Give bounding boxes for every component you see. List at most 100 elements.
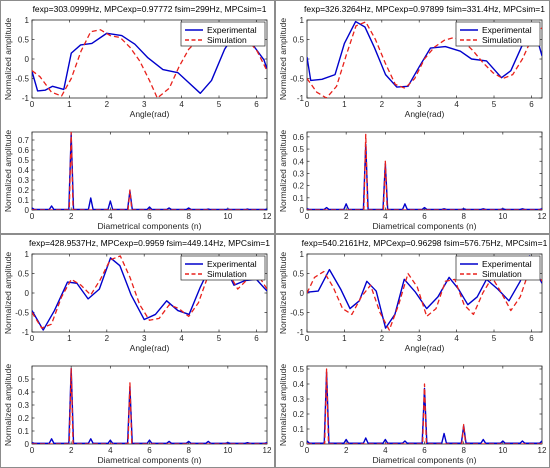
x-tick-label: 4 — [179, 100, 184, 109]
simulation-line — [307, 368, 542, 444]
x-tick-label: 4 — [383, 446, 388, 455]
x-tick-label: 12 — [538, 212, 547, 221]
y-tick-label: 1 — [300, 16, 305, 25]
y-tick-label: 0 — [25, 289, 30, 298]
x-tick-label: 8 — [461, 446, 466, 455]
y-tick-label: 0.4 — [18, 388, 30, 397]
x-tick-label: 4 — [454, 100, 459, 109]
mode-shape-plot: fexp=428.9537Hz, MPCexp=0.9959 fsim=449.… — [3, 238, 270, 353]
y-tick-label: 0.3 — [293, 169, 305, 178]
x-tick-label: 2 — [344, 212, 349, 221]
x-axis-label: Diametrical components (n) — [98, 455, 202, 465]
y-tick-label: 0.5 — [293, 145, 305, 154]
y-tick-label: 0.3 — [18, 401, 30, 410]
x-tick-label: 2 — [105, 334, 110, 343]
x-tick-label: 10 — [498, 212, 507, 221]
x-tick-label: 4 — [454, 334, 459, 343]
legend-label-experimental: Experimental — [482, 259, 532, 269]
y-tick-label: 0.4 — [293, 157, 305, 166]
legend-label-simulation: Simulation — [207, 269, 247, 279]
y-tick-label: 0.5 — [18, 270, 30, 279]
y-tick-label: 1 — [25, 250, 30, 259]
x-tick-label: 4 — [383, 212, 388, 221]
x-tick-label: 4 — [108, 212, 113, 221]
mode-shape-plot: fexp=326.3264Hz, MPCexp=0.97899 fsim=331… — [278, 4, 545, 119]
y-tick-label: -0.5 — [15, 75, 29, 84]
series-group — [307, 133, 542, 210]
x-tick-label: 12 — [538, 446, 547, 455]
series-group — [32, 132, 267, 210]
y-tick-label: -1 — [22, 328, 30, 337]
spectrum-axes-frame — [31, 131, 268, 211]
y-tick-label: 0 — [25, 440, 30, 449]
x-tick-label: 8 — [186, 446, 191, 455]
mode-shape-plot: fexp=540.2161Hz, MPCexp=0.96298 fsim=576… — [278, 238, 548, 353]
legend-label-experimental: Experimental — [207, 259, 257, 269]
x-tick-label: 0 — [30, 212, 35, 221]
y-tick-label: -1 — [297, 328, 305, 337]
experimental-line — [307, 255, 542, 329]
x-tick-label: 1 — [67, 100, 72, 109]
experimental-line — [307, 20, 542, 88]
y-tick-label: 0 — [300, 289, 305, 298]
y-tick-label: 0.1 — [293, 194, 305, 203]
x-axis-label: Diametrical components (n) — [98, 221, 202, 231]
y-tick-label: -0.5 — [290, 75, 304, 84]
x-tick-label: 3 — [142, 100, 147, 109]
x-tick-label: 2 — [380, 334, 385, 343]
x-axis-label: Diametrical components (n) — [373, 455, 477, 465]
y-tick-label: 1 — [25, 16, 30, 25]
y-tick-label: 0.6 — [293, 133, 305, 142]
x-tick-label: 10 — [223, 446, 232, 455]
x-tick-label: 3 — [417, 334, 422, 343]
x-tick-label: 10 — [223, 212, 232, 221]
y-tick-label: 0.5 — [18, 156, 30, 165]
simulation-line — [32, 367, 267, 444]
x-tick-label: 3 — [417, 100, 422, 109]
x-tick-label: 6 — [147, 212, 152, 221]
y-tick-label: 0 — [300, 55, 305, 64]
x-tick-label: 8 — [186, 212, 191, 221]
simulation-line — [32, 255, 267, 329]
y-axis-label: Normalized amplitude — [3, 364, 13, 446]
plot-title: fexp=540.2161Hz, MPCexp=0.96298 fsim=576… — [302, 238, 548, 248]
panel-border — [0, 0, 275, 234]
series-group — [307, 20, 542, 98]
x-tick-label: 2 — [380, 100, 385, 109]
x-tick-label: 0 — [30, 446, 35, 455]
x-axis-label: Angle(rad) — [405, 109, 445, 119]
y-axis-label: Normalized amplitude — [3, 252, 13, 334]
spectrum-axes-frame — [306, 131, 543, 211]
x-tick-label: 6 — [529, 334, 534, 343]
legend-label-experimental: Experimental — [482, 25, 532, 35]
x-tick-label: 0 — [305, 446, 310, 455]
spectrum-plot: 0 2 4 6 8 10 12 00.10.20.30.40.50.60.7 Diametric… — [3, 130, 272, 231]
legend-box — [455, 255, 541, 281]
legend-box — [180, 255, 266, 281]
y-tick-label: -1 — [22, 94, 30, 103]
y-axis-label: Normalized amplitude — [278, 252, 288, 334]
y-tick-label: 0.2 — [293, 410, 305, 419]
plot-title: fexp=326.3264Hz, MPCexp=0.97899 fsim=331… — [304, 4, 545, 14]
y-tick-label: 0.5 — [18, 375, 30, 384]
y-axis-label: Normalized amplitude — [278, 130, 288, 212]
y-tick-label: 0.3 — [18, 176, 30, 185]
x-tick-label: 0 — [30, 100, 35, 109]
panel-bottom-right: fexp=540.2161Hz, MPCexp=0.96298 fsim=576… — [275, 234, 550, 468]
x-tick-label: 1 — [342, 100, 347, 109]
x-tick-label: 4 — [108, 446, 113, 455]
y-tick-label: 0.4 — [18, 166, 30, 175]
x-tick-label: 6 — [529, 100, 534, 109]
x-tick-label: 2 — [69, 446, 74, 455]
x-tick-label: 8 — [461, 212, 466, 221]
x-axis-label: Angle(rad) — [130, 343, 170, 353]
x-tick-label: 5 — [217, 334, 222, 343]
x-tick-label: 2 — [69, 212, 74, 221]
simulation-line — [307, 268, 542, 331]
y-tick-label: 0.2 — [18, 414, 30, 423]
x-tick-label: 10 — [498, 446, 507, 455]
y-tick-label: -1 — [297, 94, 305, 103]
spectrum-axes-frame — [31, 365, 268, 445]
